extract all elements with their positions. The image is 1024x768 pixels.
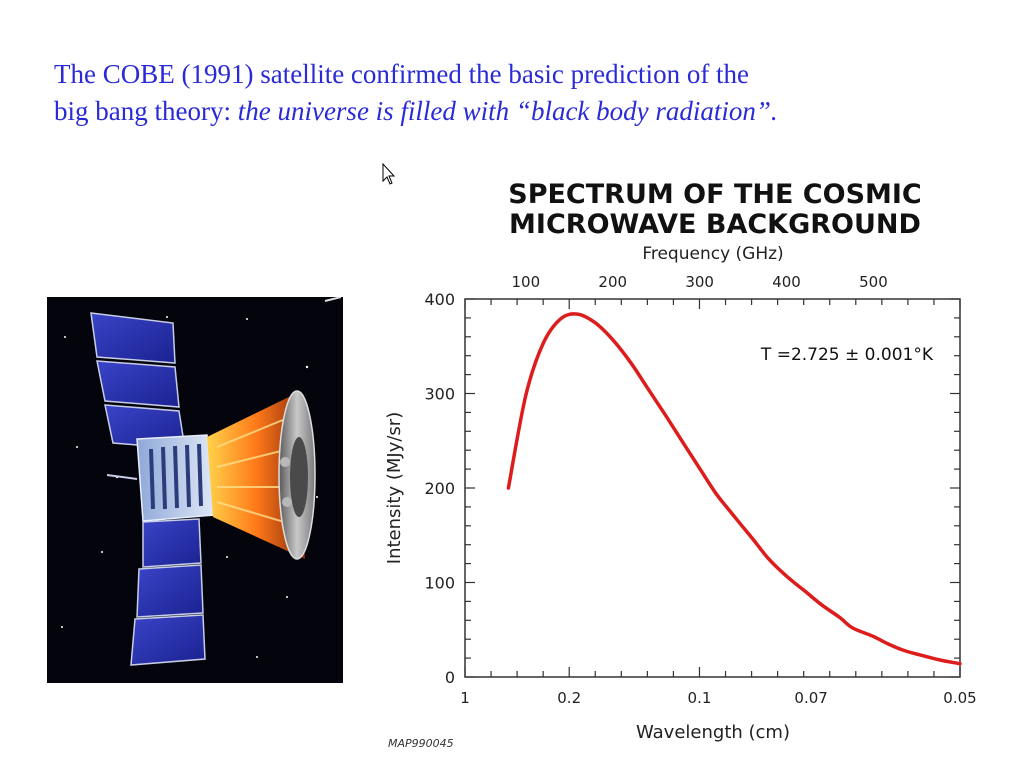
y-tick-label: 100 [424,574,455,593]
x-tick-label: 0.05 [943,689,976,707]
headline-line-2-italic: the universe is filled with “black body … [237,96,778,126]
y-axis-label: Intensity (MJy/sr) [384,412,405,564]
cursor-arrow-icon [382,163,396,185]
y-tick-label: 0 [445,668,455,687]
y-tick-label: 200 [424,479,455,498]
top-tick-label: 100 [512,273,541,291]
top-axis-label: Frequency (GHz) [642,244,783,264]
headline-line-1: The COBE (1991) satellite confirmed the … [54,59,750,89]
y-tick-label: 300 [424,385,455,404]
slide-headline: The COBE (1991) satellite confirmed the … [54,56,1004,130]
cobe-satellite-image [47,297,343,683]
x-tick-label: 1 [460,689,470,707]
top-tick-label: 200 [598,273,627,291]
x-axis-label: Wavelength (cm) [636,722,790,743]
chart-title-line-2: MICROWAVE BACKGROUND [509,209,921,240]
top-tick-label: 400 [772,273,801,291]
top-tick-label: 500 [859,273,888,291]
chart-title-line-1: SPECTRUM OF THE COSMIC [508,179,922,210]
top-tick-label: 300 [685,273,714,291]
temperature-annotation: T =2.725 ± 0.001°K [760,345,934,365]
series-line-cmb [506,312,962,666]
y-tick-label: 400 [424,290,455,309]
cmb-spectrum-chart: SPECTRUM OF THE COSMIC MICROWAVE BACKGRO… [384,179,977,750]
headline-line-2-prefix: big bang theory: [54,96,238,126]
x-tick-label: 0.1 [688,689,712,707]
figure-credit: MAP990045 [388,737,454,750]
x-tick-label: 0.2 [557,689,581,707]
x-tick-label: 0.07 [794,689,827,707]
